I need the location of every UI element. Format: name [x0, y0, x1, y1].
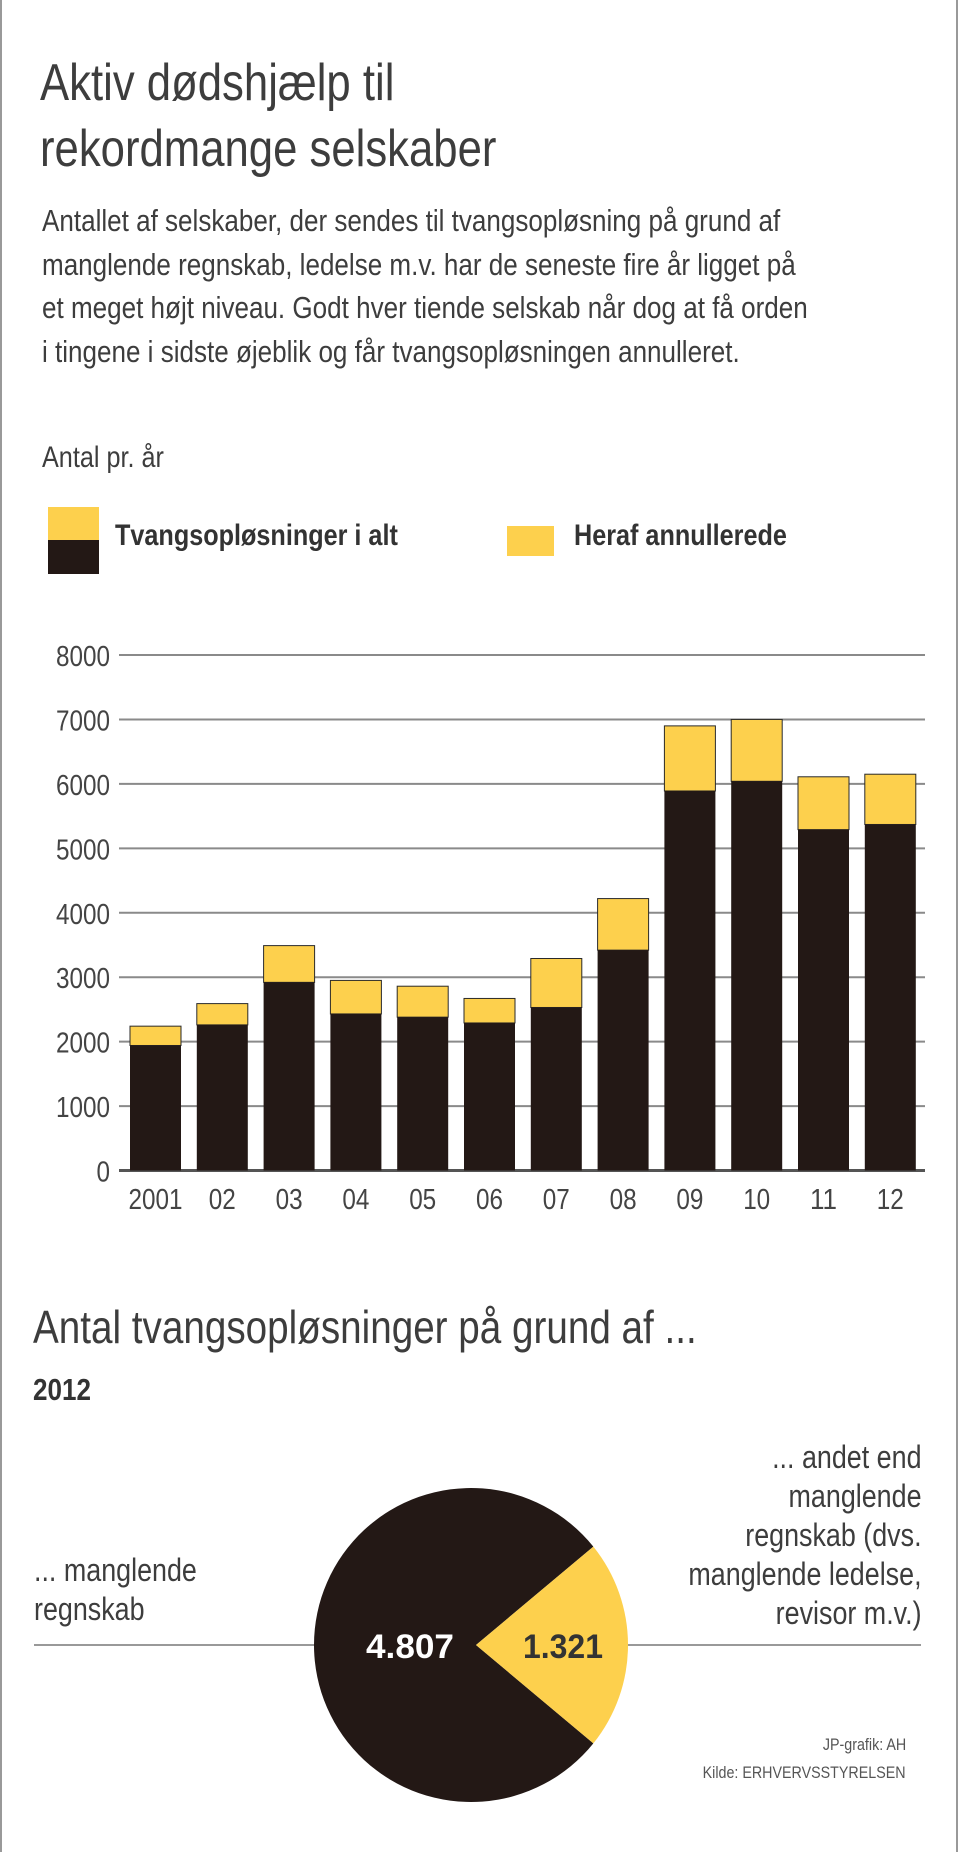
intro-line: manglende regnskab, ledelse m.v. har de …: [42, 246, 796, 282]
y-axis-label: Antal pr. år: [42, 441, 164, 474]
bar-total: [664, 790, 716, 1171]
label-line: manglende ledelse,: [688, 1556, 922, 1592]
title-line: Aktiv dødshjælp til: [40, 54, 395, 112]
y-tick-label: 3000: [56, 963, 110, 995]
label-line: ... andet end: [772, 1439, 922, 1475]
intro-line: Antallet af selskaber, der sendes til tv…: [42, 203, 781, 238]
intro-line: et meget højt niveau. Godt hver tiende s…: [42, 290, 808, 326]
bar-total: [330, 1013, 382, 1171]
y-tick-label: 0: [97, 1157, 111, 1189]
legend-swatch-total: [48, 507, 99, 574]
frame-border-right: [956, 0, 958, 1852]
title-line: rekordmange selskaber: [40, 120, 497, 178]
bar-total: [196, 1024, 248, 1171]
credit-graphic: JP-grafik: AH: [822, 1735, 906, 1754]
pie-slice: [314, 1488, 594, 1802]
x-tick-label: 02: [209, 1184, 236, 1216]
legend-label-annulled: Heraf annullerede: [574, 519, 787, 552]
x-tick-label: 2001: [129, 1184, 183, 1216]
bar-total: [798, 829, 849, 1171]
x-tick-label: 03: [276, 1184, 303, 1216]
pie-label-missing-accounts: ... manglende regnskab: [34, 1551, 197, 1629]
label-line: ... manglende: [34, 1552, 197, 1588]
label-line: manglende: [788, 1478, 922, 1514]
bar-annulled: [196, 1003, 249, 1026]
x-tick-label: 08: [610, 1184, 637, 1216]
pie-subtitle: 2012: [33, 1372, 91, 1407]
bar-chart: 0 1000 2000 3000 4000 5000 6000 7000 8000 2001 02 0…: [56, 641, 925, 1216]
bar-annulled: [463, 997, 516, 1024]
bar-annulled: [864, 773, 917, 825]
pie-title: Antal tvangsopløsninger på grund af ...: [33, 1301, 697, 1353]
legend-swatch-annulled: [507, 526, 554, 556]
x-tick-label: 11: [810, 1184, 837, 1216]
bar-annulled: [797, 776, 850, 831]
bar-total: [397, 1017, 449, 1171]
page-title: Aktiv dødshjælp til rekordmange selskabe…: [40, 50, 496, 182]
x-tick-label: 05: [409, 1184, 436, 1216]
bar-annulled: [263, 945, 316, 983]
bar-total: [130, 1045, 181, 1171]
bar-annulled: [396, 985, 449, 1018]
intro-text: Antallet af selskaber, der sendes til tv…: [42, 199, 808, 374]
label-line: regnskab (dvs.: [745, 1517, 922, 1553]
credit-source: Kilde: ERHVERVSSTYRELSEN: [703, 1763, 906, 1782]
y-tick-label: 4000: [56, 899, 110, 931]
y-tick-label: 2000: [56, 1028, 110, 1060]
x-tick-label: 04: [342, 1184, 369, 1216]
y-tick-label: 7000: [56, 705, 110, 737]
bar-total: [464, 1022, 515, 1171]
pie-value-label: 4.807: [366, 1628, 454, 1666]
label-line: revisor m.v.): [776, 1595, 922, 1631]
y-tick-label: 1000: [56, 1092, 110, 1124]
bar-annulled: [597, 898, 650, 951]
x-tick-label: 06: [476, 1184, 503, 1216]
x-tick-label: 12: [877, 1184, 904, 1216]
legend-label-total: Tvangsopløsninger i alt: [115, 519, 398, 552]
bar-total: [530, 1007, 582, 1171]
bar-total: [731, 781, 783, 1171]
y-tick-label: 6000: [56, 770, 110, 802]
x-tick-label: 07: [543, 1184, 570, 1216]
bar-annulled: [730, 718, 783, 782]
pie-slice: [476, 1546, 628, 1744]
x-tick-label: 09: [676, 1184, 703, 1216]
y-tick-label: 8000: [56, 641, 110, 673]
pie-value-label: 1.321: [523, 1628, 603, 1666]
bar-total: [263, 982, 315, 1171]
bar-total: [864, 824, 916, 1171]
bar-annulled: [329, 979, 382, 1015]
label-line: regnskab: [34, 1591, 145, 1627]
x-tick-label: 10: [743, 1184, 770, 1216]
bar-annulled: [129, 1025, 182, 1046]
pie-label-other: ... andet end manglende regnskab (dvs. m…: [689, 1438, 922, 1633]
bar-annulled: [663, 725, 716, 792]
y-tick-label: 5000: [56, 834, 110, 866]
intro-line: i tingene i sidste øjeblik og får tvangs…: [42, 334, 740, 370]
bar-annulled: [530, 958, 583, 1008]
bar-total: [597, 950, 649, 1171]
frame-border-left: [0, 0, 2, 1852]
